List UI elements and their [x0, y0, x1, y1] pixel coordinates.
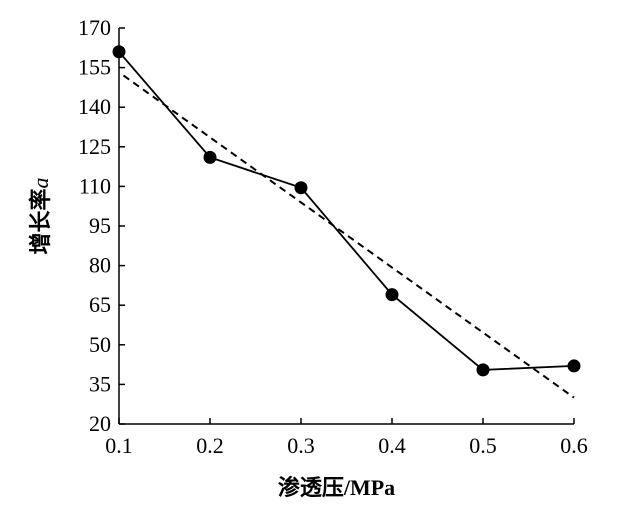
axes	[118, 28, 574, 425]
data-point	[112, 45, 126, 59]
data-point	[567, 359, 581, 373]
x-tick-label: 0.3	[287, 433, 315, 458]
y-tick-label: 35	[89, 371, 111, 396]
x-tick-label: 0.1	[105, 433, 133, 458]
y-tick-label: 50	[89, 332, 111, 357]
series	[112, 45, 581, 399]
y-tick-label: 80	[89, 253, 111, 278]
x-tick-label: 0.6	[560, 433, 588, 458]
y-tick-label: 20	[89, 411, 111, 436]
y-tick-label: 155	[78, 55, 111, 80]
y-tick-label: 170	[78, 15, 111, 40]
data-line	[118, 51, 575, 371]
trend-line-dashed	[122, 74, 575, 399]
x-axis-title: 渗透压/MPa	[278, 475, 395, 500]
data-point	[476, 363, 490, 377]
y-tick-label: 125	[78, 134, 111, 159]
x-tick-label: 0.4	[378, 433, 406, 458]
y-tick-label: 110	[79, 173, 111, 198]
ticks: 20 35 50 65 80 95 110 125 140 155 170 0.1 0.2 0.3 0.4 0…	[78, 15, 588, 458]
data-point	[385, 288, 399, 302]
y-axis-title-italic: a	[28, 177, 53, 188]
x-tick-label: 0.2	[196, 433, 224, 458]
y-tick-label: 140	[78, 94, 111, 119]
y-tick-label: 95	[89, 213, 111, 238]
y-tick-label: 65	[89, 292, 111, 317]
x-tick-label: 0.5	[469, 433, 497, 458]
data-point	[294, 181, 308, 195]
y-axis-title: 增长率a	[28, 177, 53, 254]
y-axis-title-text: 增长率	[28, 188, 53, 254]
data-point	[203, 150, 217, 164]
